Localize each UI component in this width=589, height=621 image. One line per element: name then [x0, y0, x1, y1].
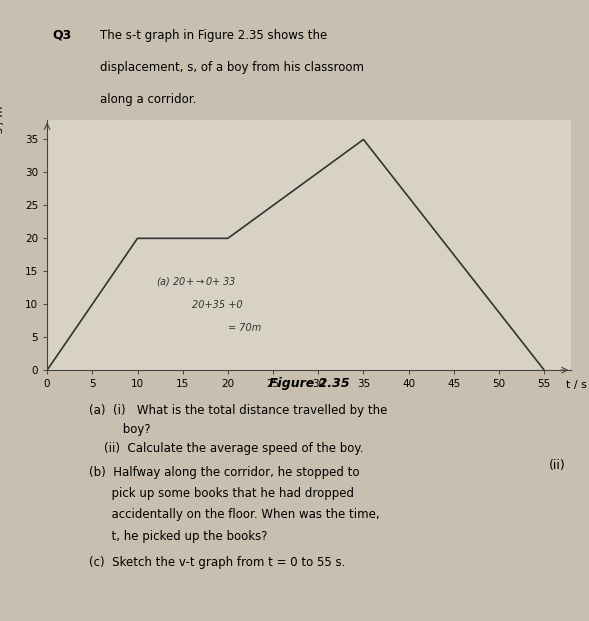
- Text: (ii): (ii): [549, 460, 565, 472]
- Text: (b)  Halfway along the corridor, he stopped to: (b) Halfway along the corridor, he stopp…: [89, 466, 359, 479]
- Text: Figure 2.35: Figure 2.35: [269, 378, 349, 390]
- Text: (a) 20+$\rightarrow$0+ 33: (a) 20+$\rightarrow$0+ 33: [155, 275, 236, 288]
- Text: t, he picked up the books?: t, he picked up the books?: [89, 530, 267, 543]
- Text: 20+35 +0: 20+35 +0: [192, 299, 242, 309]
- Text: displacement, s, of a boy from his classroom: displacement, s, of a boy from his class…: [100, 61, 363, 74]
- Text: accidentally on the floor. When was the time,: accidentally on the floor. When was the …: [89, 509, 380, 522]
- Text: along a corridor.: along a corridor.: [100, 93, 196, 106]
- Text: boy?: boy?: [89, 422, 151, 435]
- Text: (c)  Sketch the v-t graph from t = 0 to 55 s.: (c) Sketch the v-t graph from t = 0 to 5…: [89, 556, 345, 569]
- Text: pick up some books that he had dropped: pick up some books that he had dropped: [89, 487, 354, 500]
- Y-axis label: s / m: s / m: [0, 106, 5, 134]
- Text: (ii)  Calculate the average speed of the boy.: (ii) Calculate the average speed of the …: [89, 442, 363, 455]
- Text: = 70m: = 70m: [228, 322, 261, 333]
- Text: Q3: Q3: [52, 29, 72, 42]
- X-axis label: t / s: t / s: [566, 380, 587, 390]
- Text: (a)  (i)   What is the total distance travelled by the: (a) (i) What is the total distance trave…: [89, 404, 388, 417]
- Text: The s-t graph in Figure 2.35 shows the: The s-t graph in Figure 2.35 shows the: [100, 29, 327, 42]
